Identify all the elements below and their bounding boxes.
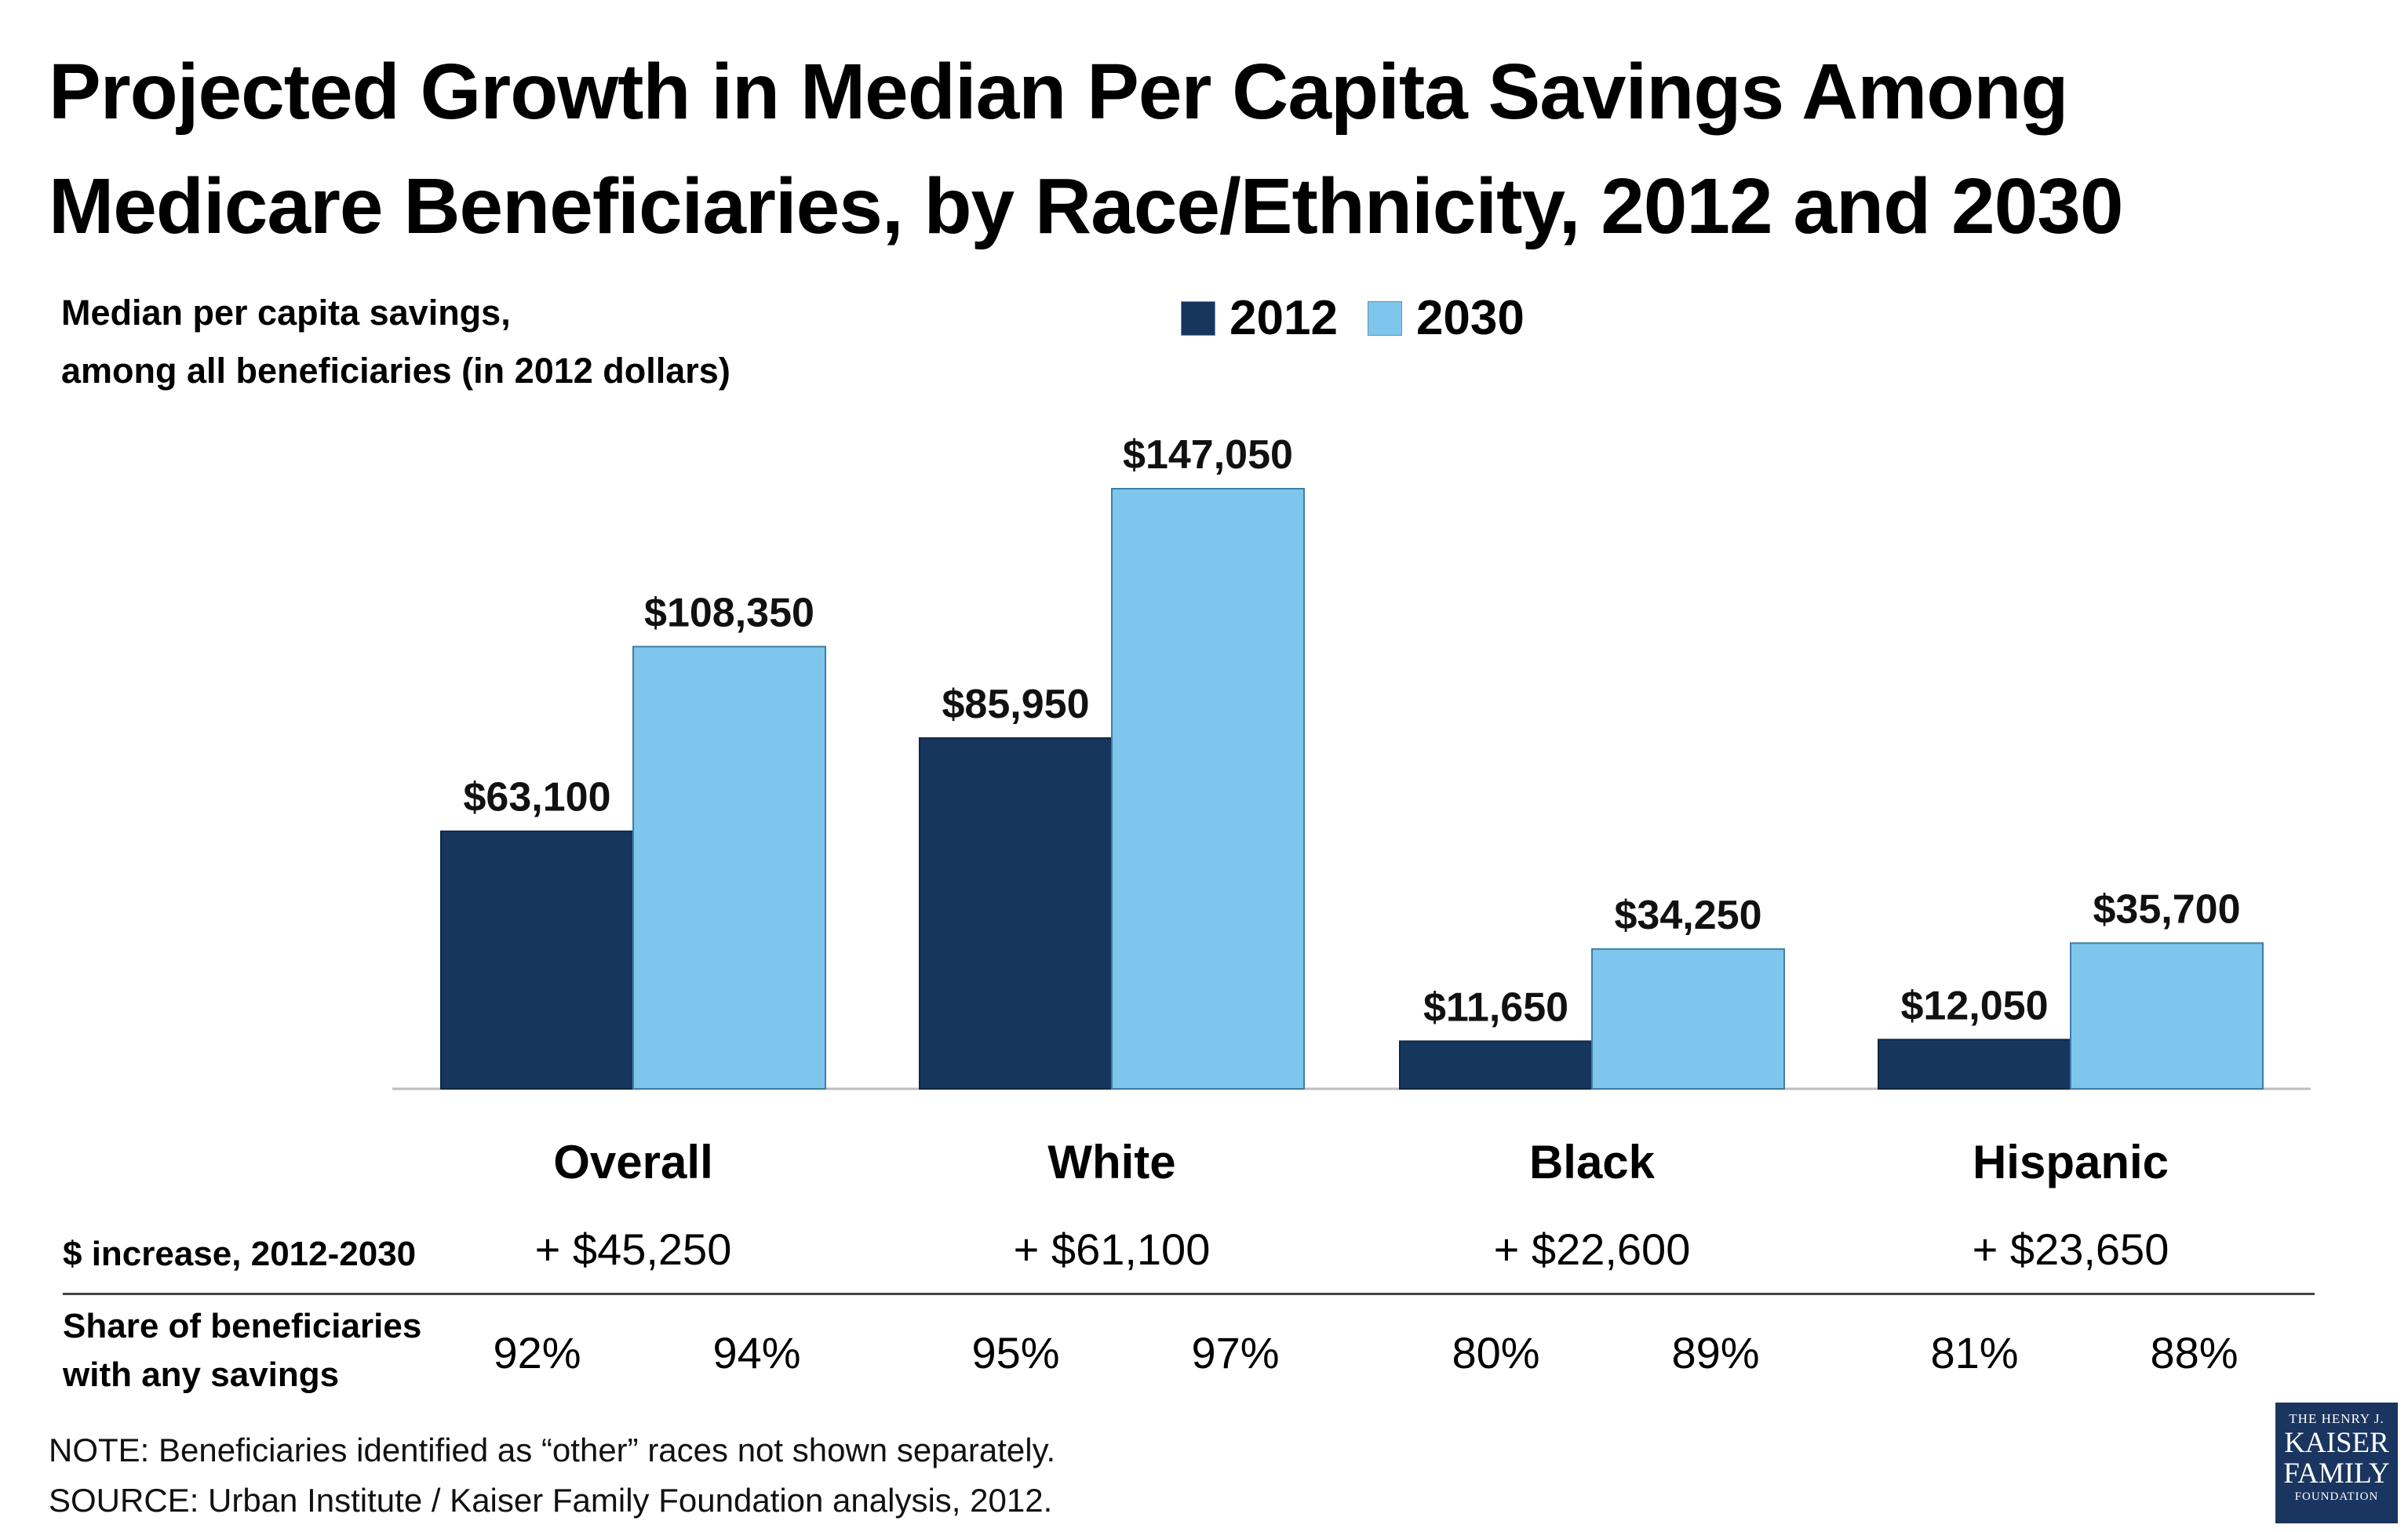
legend-label-2012: 2012: [1230, 291, 1338, 345]
bar-overall-2012: [440, 830, 634, 1090]
increase-row-label: $ increase, 2012-2030: [63, 1235, 417, 1273]
legend-item-2030: 2030: [1367, 290, 1525, 346]
category-label-overall: Overall: [553, 1136, 712, 1188]
category-label-white: White: [1047, 1136, 1175, 1188]
legend-item-2012: 2012: [1181, 290, 1338, 346]
bar-black-2030: [1591, 948, 1785, 1090]
share-hispanic-2012: 81%: [1930, 1328, 2019, 1377]
category-label-hispanic: Hispanic: [1973, 1136, 2169, 1188]
data-label-white-2030: $147,050: [1123, 432, 1293, 478]
footnote: NOTE: Beneficiaries identified as “other…: [49, 1425, 1055, 1526]
bar-white-2030: [1111, 488, 1305, 1090]
share-overall-2030: 94%: [712, 1328, 801, 1377]
share-hispanic-2030: 88%: [2150, 1328, 2239, 1377]
kff-logo: THE HENRY J. KAISER FAMILY FOUNDATION: [2275, 1403, 2398, 1523]
data-label-white-2012: $85,950: [942, 682, 1090, 727]
share-overall-2012: 92%: [493, 1328, 581, 1377]
share-row-label-line-2: with any savings: [63, 1356, 340, 1394]
data-label-overall-2012: $63,100: [464, 775, 611, 821]
bar-hispanic-2012: [1878, 1039, 2071, 1090]
y-axis-label-line-1: Median per capita savings,: [61, 293, 511, 333]
bar-black-2012: [1399, 1040, 1593, 1090]
chart-title: Projected Growth in Median Per Capita Sa…: [49, 48, 2123, 250]
share-white-2030: 97%: [1191, 1328, 1280, 1377]
bar-overall-2030: [632, 646, 826, 1090]
data-label-black-2012: $11,650: [1423, 984, 1568, 1030]
share-black-2030: 89%: [1671, 1328, 1760, 1377]
data-label-hispanic-2012: $12,050: [1901, 983, 2049, 1028]
legend-swatch-2012: [1181, 300, 1215, 336]
increase-hispanic: + $23,650: [1972, 1225, 2169, 1274]
data-label-overall-2030: $108,350: [644, 590, 814, 635]
logo-line-4: FOUNDATION: [2294, 1490, 2379, 1503]
share-row-label: Share of beneficiaries with any savings: [63, 1302, 421, 1399]
logo-line-1: THE HENRY J.: [2289, 1411, 2384, 1426]
share-row-label-line-1: Share of beneficiaries: [63, 1307, 422, 1345]
legend: 2012 2030: [1181, 290, 1554, 346]
note-text: NOTE: Beneficiaries identified as “other…: [49, 1432, 1056, 1468]
logo-line-2: KAISER: [2284, 1427, 2389, 1459]
table-divider: [63, 1293, 2315, 1295]
legend-swatch-2030: [1367, 300, 1402, 336]
legend-label-2030: 2030: [1415, 291, 1525, 345]
share-white-2012: 95%: [971, 1328, 1060, 1377]
increase-white: + $61,100: [1013, 1225, 1211, 1274]
increase-black: + $22,600: [1493, 1225, 1691, 1274]
y-axis-label-line-2: among all beneficiaries (in 2012 dollars…: [61, 351, 730, 391]
data-label-black-2030: $34,250: [1615, 893, 1762, 938]
category-label-black: Black: [1529, 1136, 1656, 1188]
bar-white-2012: [919, 737, 1113, 1090]
data-label-hispanic-2030: $35,700: [2093, 886, 2241, 932]
source-text: SOURCE: Urban Institute / Kaiser Family …: [49, 1482, 1053, 1519]
bar-hispanic-2030: [2070, 942, 2264, 1090]
share-black-2012: 80%: [1452, 1328, 1540, 1377]
y-axis-label: Median per capita savings, among all ben…: [61, 284, 730, 400]
logo-line-3: FAMILY: [2283, 1457, 2390, 1490]
increase-overall: + $45,250: [534, 1225, 732, 1274]
